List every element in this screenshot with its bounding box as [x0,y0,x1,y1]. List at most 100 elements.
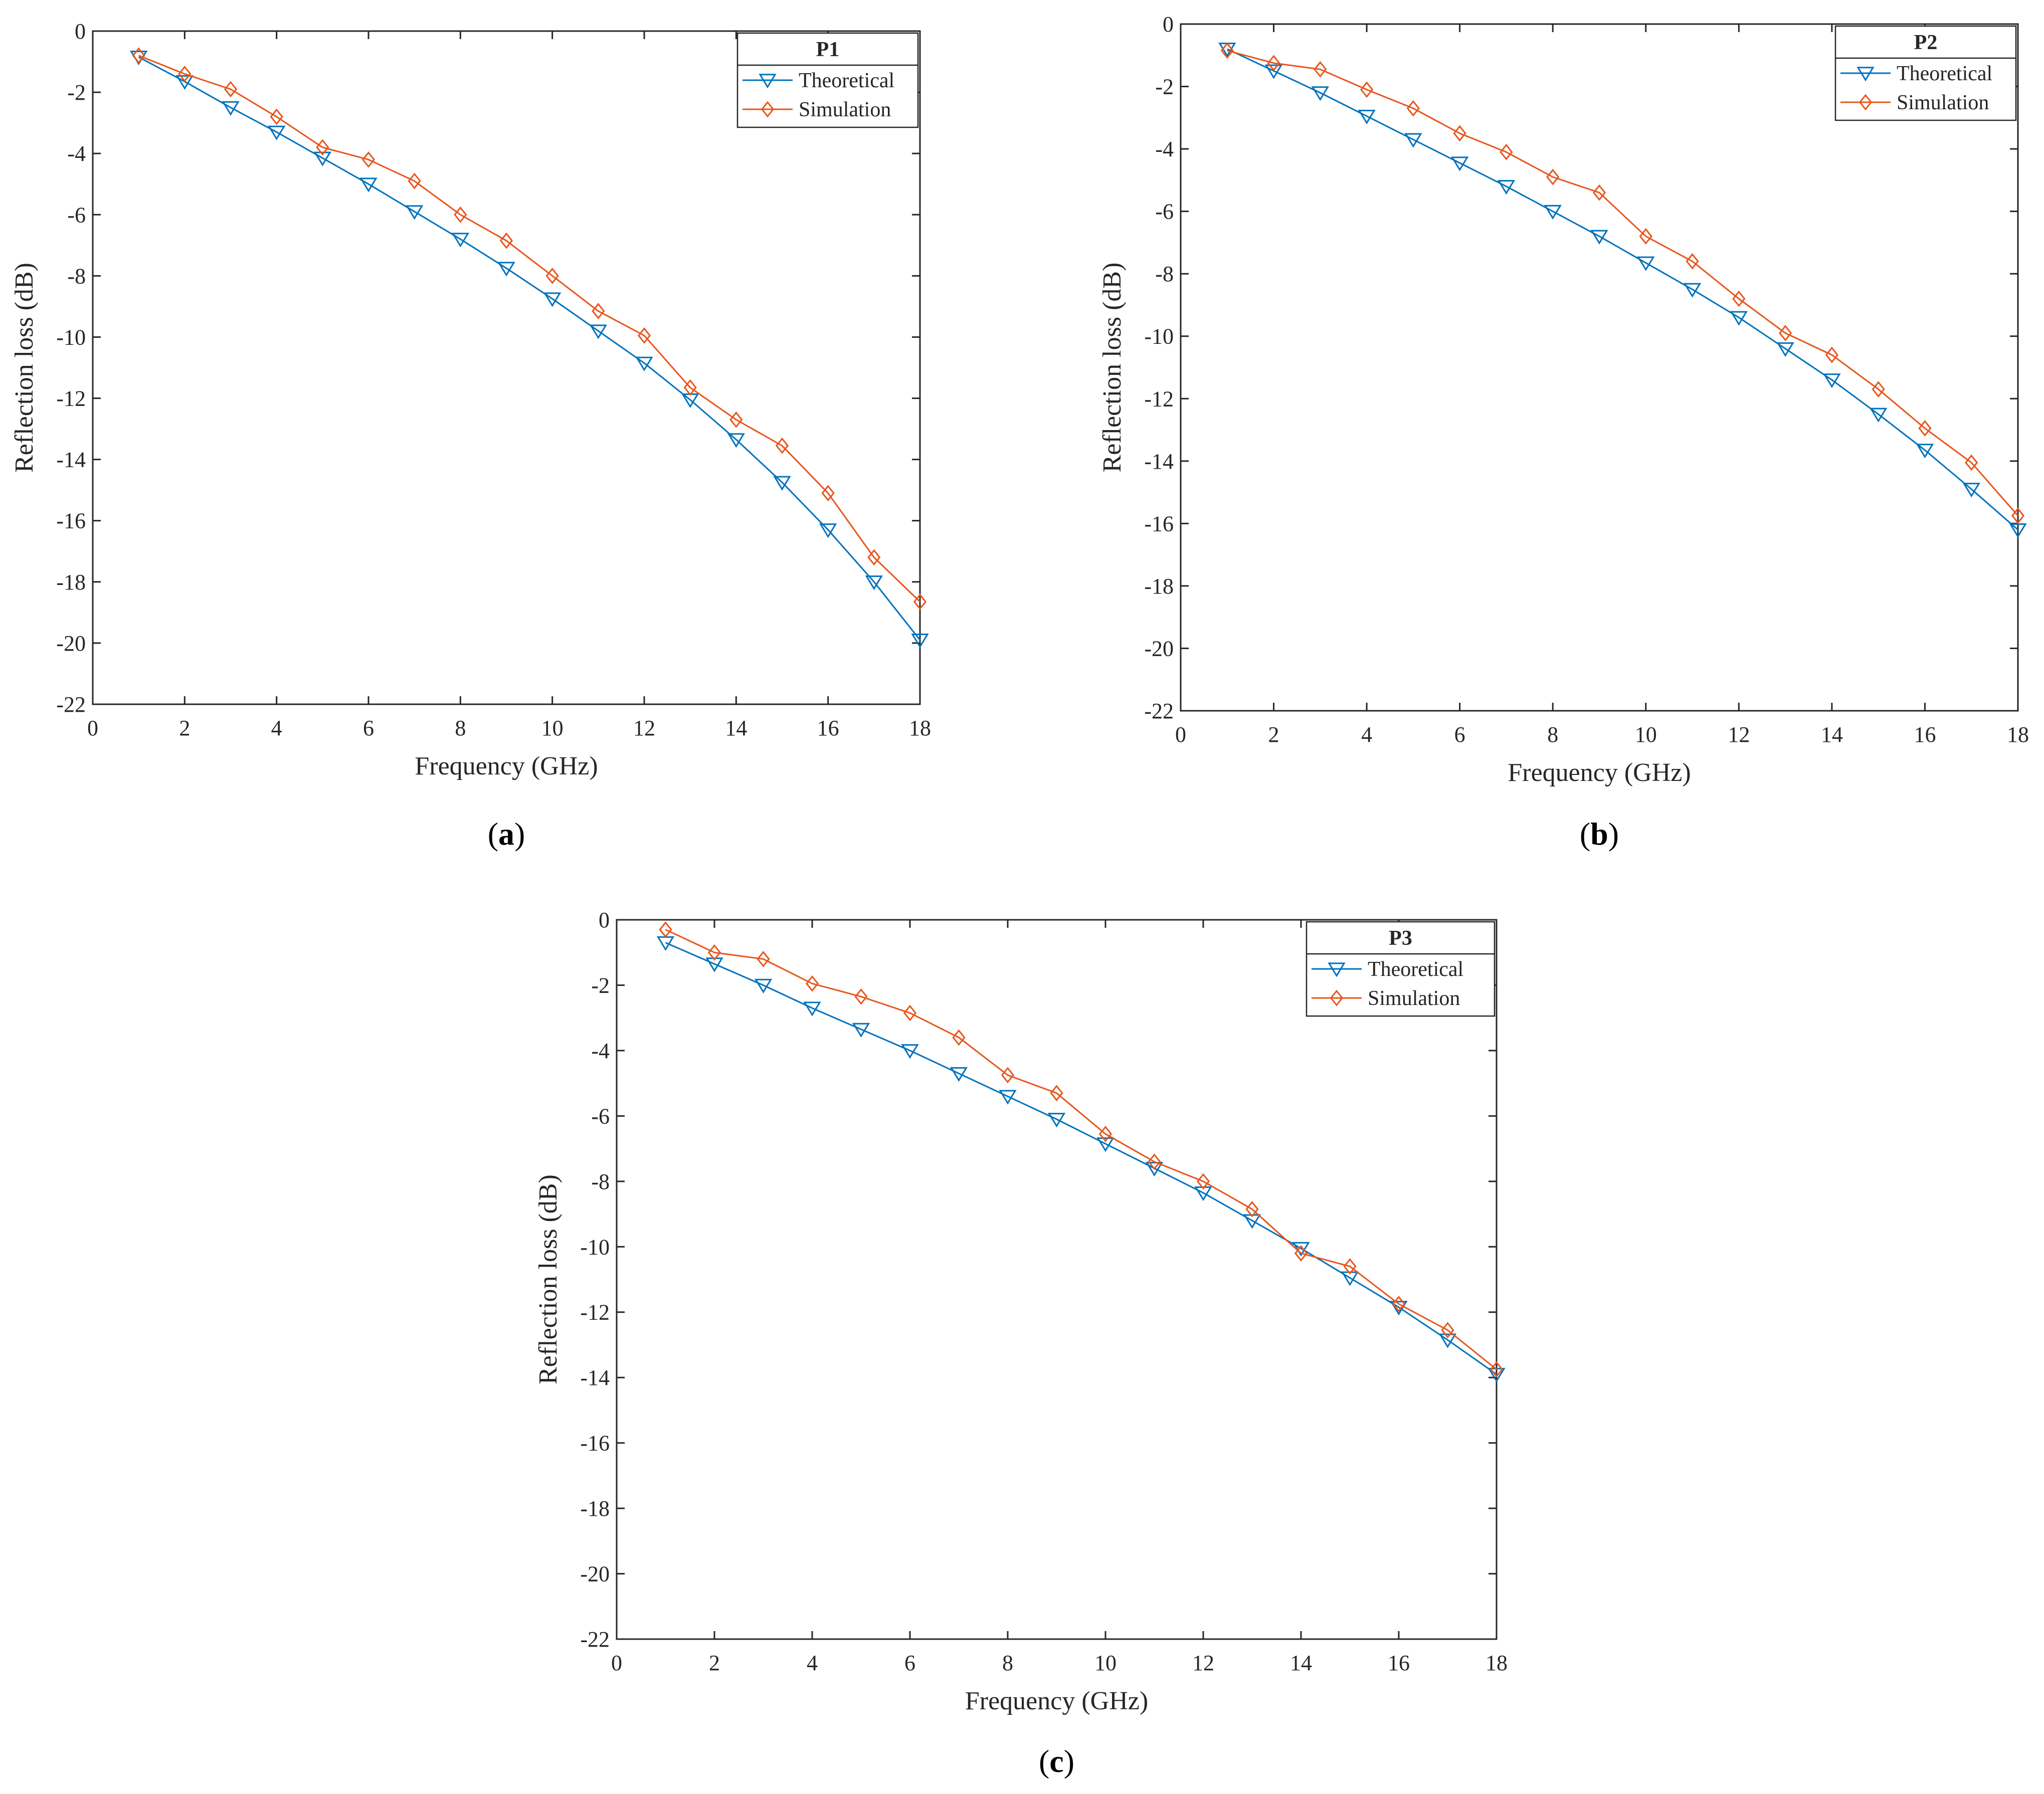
data-point-theoretical [1047,1113,1066,1128]
data-point-simulation [1196,1173,1210,1190]
data-point-theoretical [1544,205,1562,220]
data-point-theoretical [1823,373,1841,388]
data-point-theoretical [175,75,194,90]
y-tick-label: -10 [580,1235,610,1259]
data-point-simulation [659,921,672,938]
y-tick-label: -20 [580,1562,610,1586]
series-line-theoretical [138,56,921,641]
data-point-simulation [1098,1125,1112,1142]
y-tick-label: -18 [1144,574,1174,599]
y-tick-label: -6 [1155,200,1174,224]
data-point-simulation [1453,125,1466,142]
y-tick-label: -2 [591,973,610,998]
data-point-theoretical [819,523,837,538]
series-line-theoretical [665,942,1497,1375]
y-tick-label: -8 [67,264,86,288]
data-point-theoretical [754,978,773,993]
series-line-simulation [138,55,921,603]
data-point-simulation [1343,1258,1357,1275]
data-point-theoretical [1404,133,1422,148]
data-point-simulation [637,327,651,344]
y-tick-label: -14 [580,1365,610,1390]
data-point-theoretical [268,125,286,140]
legend-marker-theoretical [759,74,777,89]
data-point-simulation [775,437,789,454]
data-point-simulation [178,66,192,82]
legend-title: P3 [1389,927,1412,950]
data-point-simulation [913,593,927,610]
data-point-simulation [1245,1201,1259,1218]
data-point-theoretical [543,292,562,307]
data-point-theoretical [911,634,929,649]
data-point-simulation [1050,1085,1063,1102]
data-point-simulation [1220,42,1234,59]
caption-paren-close: ) [1064,1743,1074,1779]
plot-area [92,30,921,705]
y-tick-label: -20 [56,631,86,656]
data-point-simulation [757,950,770,967]
caption-paren-open: ( [1580,816,1590,852]
x-tick-label: 6 [1454,722,1465,747]
data-point-theoretical [1916,444,1934,459]
data-point-simulation [454,206,467,223]
data-point-simulation [903,1005,917,1022]
y-tick-label: -4 [591,1039,610,1063]
data-point-simulation [1686,253,1699,270]
data-point-simulation [805,975,819,992]
data-point-simulation [729,411,743,428]
data-point-simulation [1592,184,1606,201]
data-point-theoretical [852,1023,870,1038]
data-point-theoretical [1194,1186,1212,1202]
data-point-simulation [1639,228,1652,245]
x-tick-label: 0 [1175,722,1186,747]
x-tick-label: 16 [817,716,839,740]
data-point-theoretical [1962,483,1980,498]
x-tick-label: 8 [1547,722,1558,747]
data-point-simulation [1001,1067,1015,1084]
data-point-theoretical [222,101,240,116]
x-axis-label: Frequency (GHz) [1508,758,1691,787]
caption-paren-close: ) [1608,816,1619,852]
y-tick-label: -6 [591,1104,610,1128]
x-tick-label: 8 [455,716,466,740]
data-point-simulation [2011,507,2025,524]
y-tick-label: -12 [1144,386,1174,411]
legend-label-theoretical: Theoretical [1897,62,1992,85]
caption-paren-close: ) [514,816,525,852]
data-point-simulation [707,944,721,961]
data-point-theoretical [1145,1161,1164,1177]
y-tick-label: -16 [580,1431,610,1456]
data-point-theoretical [1776,342,1794,357]
data-point-theoretical [359,177,378,192]
data-point-theoretical [1243,1214,1261,1229]
y-tick-label: -20 [1144,636,1174,661]
legend-marker-simulation [1859,94,1873,111]
data-point-simulation [361,151,376,168]
x-tick-label: 0 [611,1651,622,1675]
legend-label-simulation: Simulation [799,98,891,121]
x-tick-label: 0 [87,716,98,740]
plot-area [616,919,1498,1640]
series-line-theoretical [1227,48,2018,530]
data-point-theoretical [1590,230,1608,245]
y-tick-label: 0 [1163,12,1174,37]
data-point-simulation [1441,1322,1454,1339]
y-tick-label: -14 [1144,449,1174,474]
data-point-simulation [1500,143,1513,160]
data-point-simulation [1148,1153,1161,1170]
x-tick-label: 8 [1002,1651,1013,1675]
data-point-theoretical [705,957,723,972]
y-tick-label: -22 [1144,699,1174,723]
data-point-theoretical [1311,86,1329,101]
y-tick-label: -22 [580,1627,610,1652]
legend-marker-simulation [761,101,775,118]
data-point-theoretical [1683,283,1702,298]
data-point-simulation [867,549,881,566]
y-tick-label: -10 [1144,324,1174,349]
data-point-simulation [821,485,835,502]
data-point-simulation [1360,81,1374,98]
panel-caption: (a) [488,816,525,852]
data-point-simulation [1294,1245,1308,1262]
data-point-simulation [270,108,283,125]
